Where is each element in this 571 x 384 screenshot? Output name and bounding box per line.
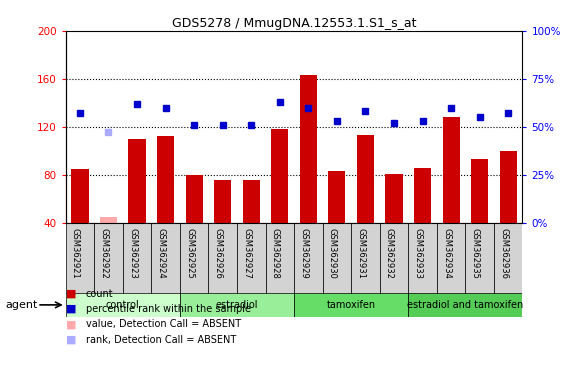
Bar: [300, 75, 317, 223]
Text: value, Detection Call = ABSENT: value, Detection Call = ABSENT: [86, 319, 241, 329]
Bar: [243, 180, 260, 223]
Text: ■: ■: [66, 319, 76, 329]
Text: GSM362932: GSM362932: [385, 228, 394, 279]
Bar: [357, 135, 374, 223]
Text: GSM362924: GSM362924: [156, 228, 166, 279]
Text: estradiol: estradiol: [216, 300, 258, 310]
Text: GSM362927: GSM362927: [242, 228, 251, 279]
Bar: [180, 293, 294, 317]
Bar: [151, 223, 180, 294]
Text: agent: agent: [6, 300, 38, 310]
Text: tamoxifen: tamoxifen: [327, 300, 376, 310]
Text: ■: ■: [66, 335, 76, 345]
Text: GSM362936: GSM362936: [499, 228, 508, 280]
Bar: [443, 117, 460, 223]
Text: GSM362935: GSM362935: [471, 228, 480, 279]
Bar: [123, 223, 151, 294]
Text: GSM362921: GSM362921: [71, 228, 80, 279]
Bar: [494, 223, 522, 294]
Bar: [186, 175, 203, 223]
Text: GSM362922: GSM362922: [99, 228, 108, 279]
Text: ■: ■: [66, 289, 76, 299]
Bar: [71, 169, 89, 223]
Bar: [465, 223, 494, 294]
Bar: [351, 223, 380, 294]
Bar: [437, 223, 465, 294]
Bar: [380, 223, 408, 294]
Bar: [66, 293, 180, 317]
Bar: [66, 223, 94, 294]
Text: GSM362926: GSM362926: [214, 228, 223, 279]
Bar: [294, 223, 323, 294]
Text: count: count: [86, 289, 113, 299]
Bar: [237, 223, 266, 294]
Bar: [100, 217, 117, 223]
Bar: [94, 223, 123, 294]
Text: rank, Detection Call = ABSENT: rank, Detection Call = ABSENT: [86, 335, 236, 345]
Text: control: control: [106, 300, 140, 310]
Bar: [414, 167, 431, 223]
Text: GSM362933: GSM362933: [413, 228, 423, 280]
Text: GSM362930: GSM362930: [328, 228, 337, 279]
Bar: [294, 293, 408, 317]
Bar: [471, 159, 488, 223]
Text: GSM362934: GSM362934: [442, 228, 451, 279]
Bar: [157, 136, 174, 223]
Bar: [385, 174, 403, 223]
Bar: [266, 223, 294, 294]
Bar: [500, 151, 517, 223]
Bar: [208, 223, 237, 294]
Title: GDS5278 / MmugDNA.12553.1.S1_s_at: GDS5278 / MmugDNA.12553.1.S1_s_at: [172, 17, 416, 30]
Bar: [214, 180, 231, 223]
Bar: [128, 139, 146, 223]
Text: GSM362931: GSM362931: [356, 228, 365, 279]
Bar: [328, 171, 345, 223]
Bar: [180, 223, 208, 294]
Bar: [408, 223, 437, 294]
Text: GSM362928: GSM362928: [271, 228, 280, 279]
Text: estradiol and tamoxifen: estradiol and tamoxifen: [407, 300, 524, 310]
Bar: [408, 293, 522, 317]
Text: GSM362923: GSM362923: [128, 228, 137, 279]
Bar: [323, 223, 351, 294]
Text: percentile rank within the sample: percentile rank within the sample: [86, 304, 251, 314]
Bar: [271, 129, 288, 223]
Text: GSM362925: GSM362925: [185, 228, 194, 279]
Text: GSM362929: GSM362929: [299, 228, 308, 279]
Text: ■: ■: [66, 304, 76, 314]
